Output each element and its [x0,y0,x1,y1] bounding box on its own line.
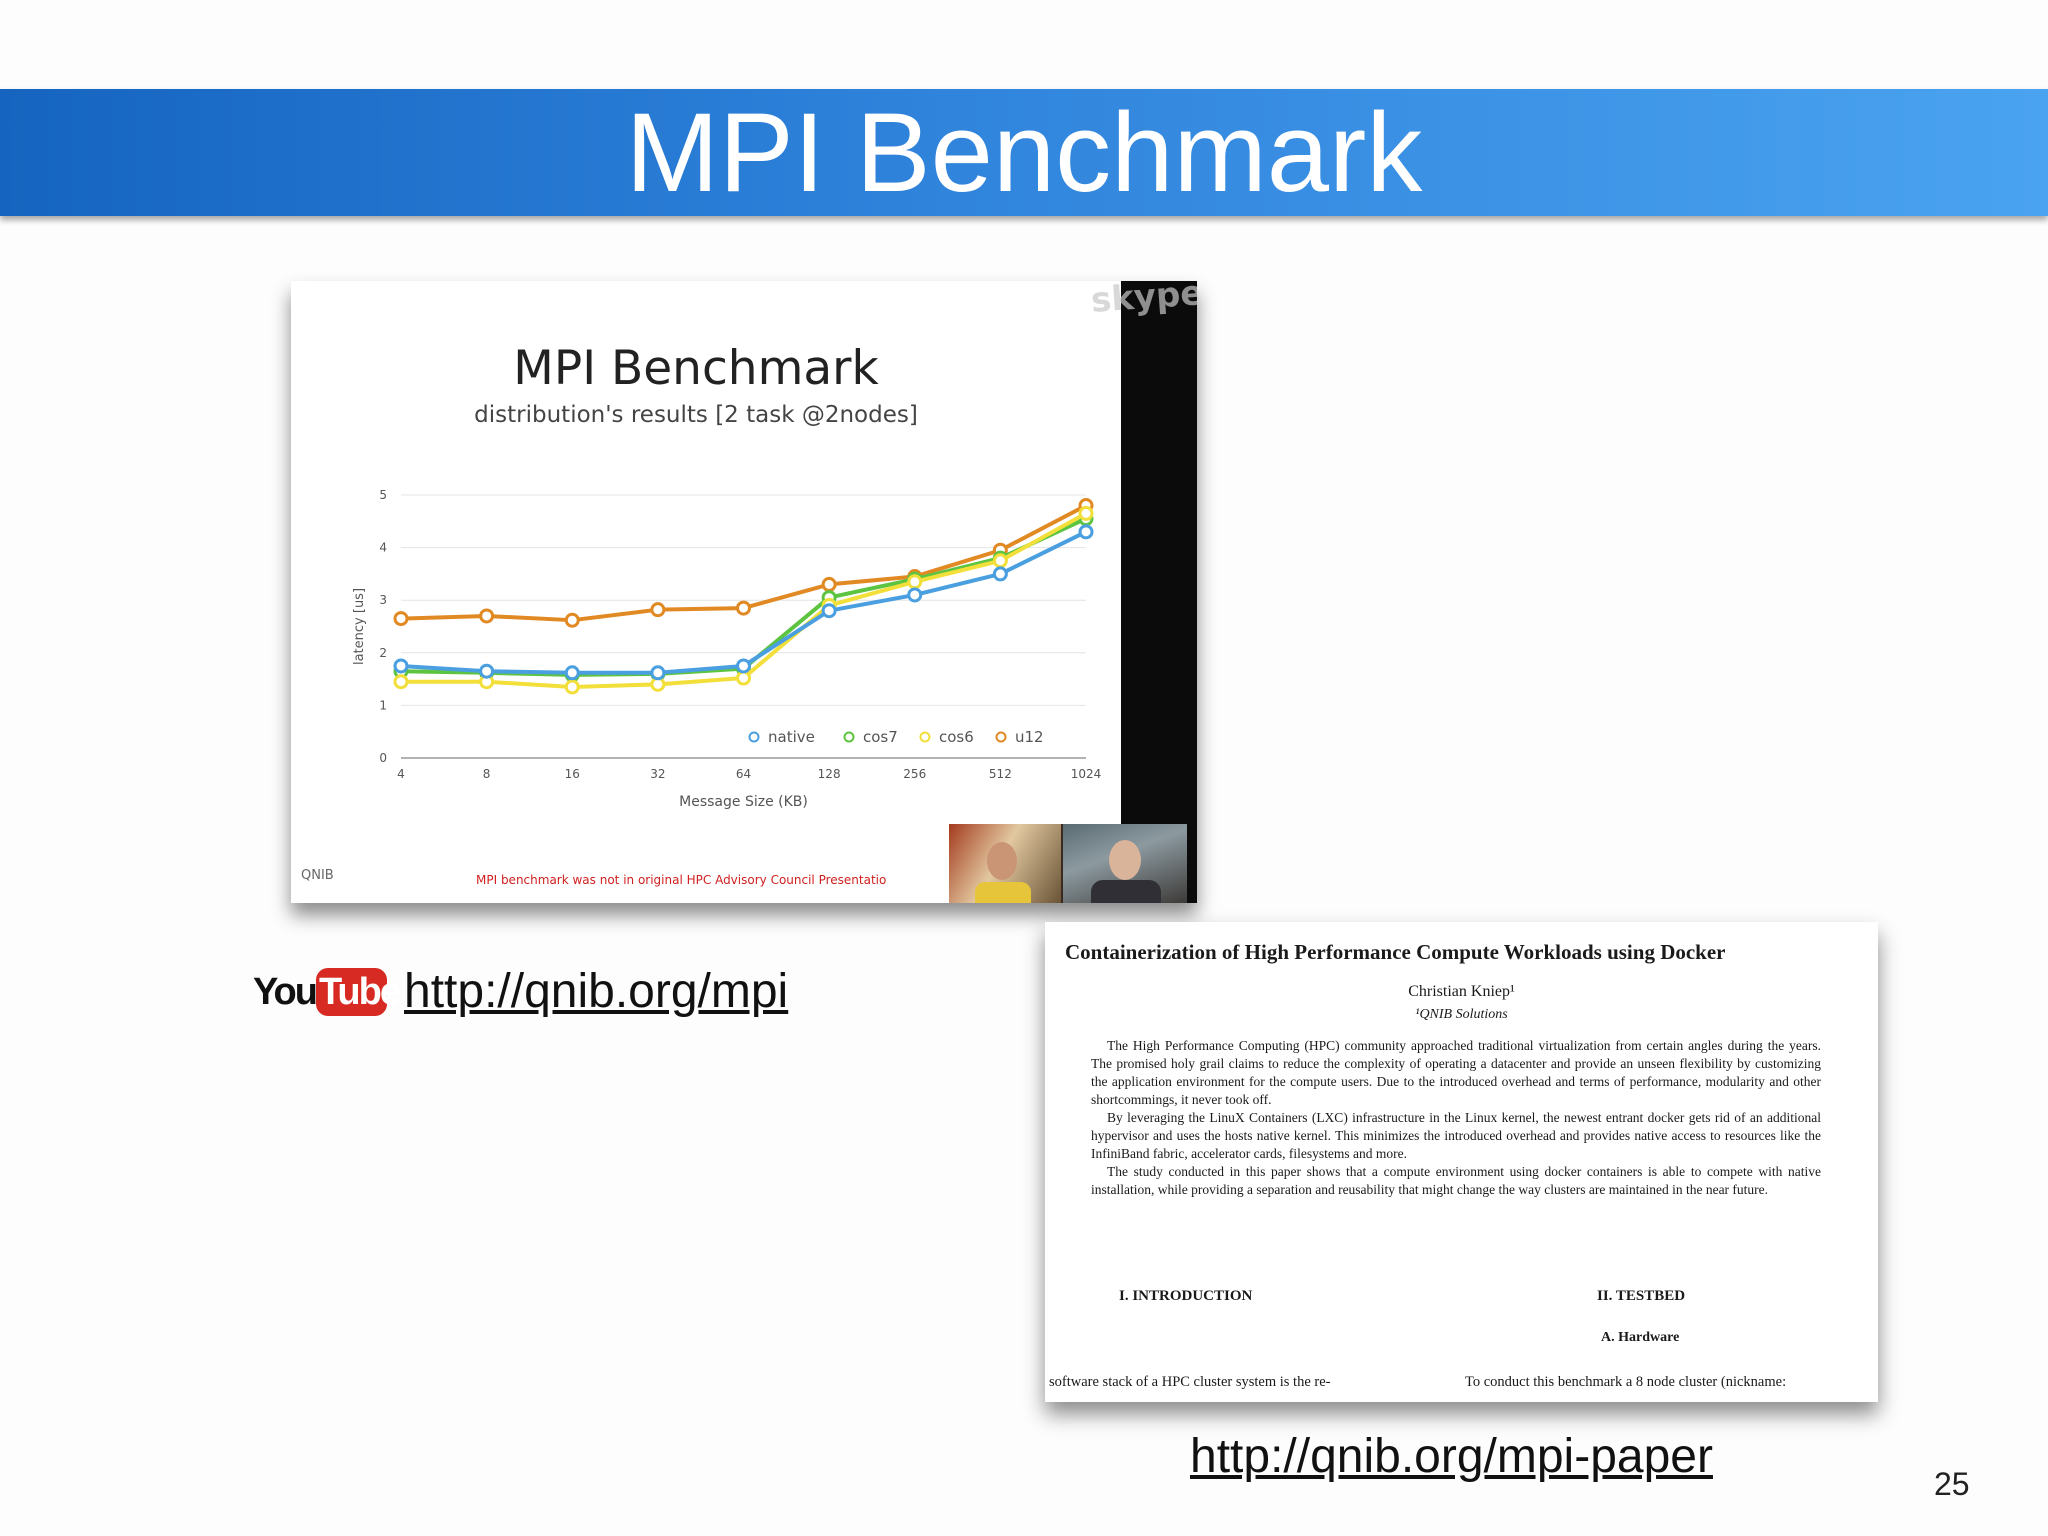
data-point-cos6 [564,679,580,695]
data-point-u12 [821,576,837,592]
data-point-native [821,603,837,619]
series-line-cos7 [400,516,1087,677]
paper-body-right: To conduct this benchmark a 8 node clust… [1465,1374,1787,1390]
data-point-u12 [393,611,409,627]
x-tick-label: 1024 [1071,767,1102,781]
title-bar: MPI Benchmark [0,89,2048,216]
y-tick-label: 2 [379,646,387,660]
video-side-panel [1121,281,1197,903]
embedded-slide-subtitle: distribution's results [2 task @2nodes] [474,402,918,428]
x-tick-label: 16 [565,767,580,781]
data-point-u12 [479,608,495,624]
slide-footnote: MPI benchmark was not in original HPC Ad… [476,873,887,887]
youtube-logo-tube: Tube [319,971,401,1013]
x-tick-label: 8 [483,767,491,781]
video-screenshot[interactable]: MPI Benchmark distribution's results [2 … [291,281,1197,903]
data-point-cos6 [992,553,1008,569]
section-introduction: I. INTRODUCTION [1119,1288,1253,1304]
y-tick-label: 4 [379,541,387,555]
x-tick-label: 128 [818,767,841,781]
paper-abstract: The High Performance Computing (HPC) com… [1091,1037,1821,1199]
data-point-cos6 [736,670,751,686]
data-point-native [907,587,923,603]
y-tick-label: 5 [379,488,387,502]
webcam-presenter-1 [949,824,1061,903]
legend-marker-cos6 [919,731,931,743]
y-tick-label: 1 [379,698,387,712]
page-title: MPI Benchmark [625,90,1423,215]
paper-title: Containerization of High Performance Com… [1065,940,1726,964]
x-axis-label: Message Size (KB) [679,794,808,810]
legend-label-cos6: cos6 [939,728,974,746]
data-point-u12 [564,612,580,628]
legend-marker-cos7 [843,731,855,743]
mpi-video-link[interactable]: http://qnib.org/mpi [404,965,789,1018]
abstract-paragraph: The study conducted in this paper shows … [1091,1164,1821,1197]
x-tick-label: 256 [903,767,926,781]
data-point-u12 [736,600,751,616]
x-tick-label: 32 [650,767,665,781]
data-point-cos6 [1078,505,1094,521]
data-point-u12 [650,602,666,618]
data-point-native [393,658,409,674]
youtube-logo: You Tube [253,966,401,1018]
paper-author: Christian Kniep¹ [1408,983,1515,1000]
y-tick-label: 3 [379,593,387,607]
data-point-native [650,665,666,681]
data-point-native [736,658,751,674]
qnib-logo: QNIB [301,868,334,883]
legend-label-cos7: cos7 [863,728,898,746]
y-axis-label: latency [us] [352,588,367,665]
y-tick-label: 0 [379,751,387,765]
mpi-paper-link[interactable]: http://qnib.org/mpi-paper [1190,1430,1713,1483]
x-tick-label: 4 [397,767,405,781]
legend-marker-native [748,731,760,743]
subsection-hardware: A. Hardware [1601,1330,1680,1345]
data-point-native [1078,524,1094,540]
paper-screenshot[interactable]: Containerization of High Performance Com… [1045,922,1878,1402]
x-tick-label: 64 [736,767,751,781]
data-point-native [564,665,580,681]
page-number: 25 [1934,1466,1970,1502]
data-point-cos6 [907,574,923,590]
latency-line-chart: 0 1 2 3 4 5 4 8 16 32 64 128 256 512 1024 Message Size … [352,488,1102,810]
legend-marker-u12 [995,731,1007,743]
youtube-logo-box [316,968,387,1016]
paper-affiliation: ¹QNIB Solutions [1415,1007,1508,1022]
data-point-native [992,566,1008,582]
data-point-cos6 [393,674,409,690]
embedded-slide-title: MPI Benchmark [513,341,879,396]
abstract-paragraph: By leveraging the LinuX Containers (LXC)… [1091,1110,1821,1161]
legend-label-native: native [768,728,815,746]
webcam-thumbnails [949,824,1187,903]
youtube-logo-you: You [253,971,318,1013]
paper-body-left: software stack of a HPC cluster system i… [1049,1374,1331,1390]
data-point-native [479,663,495,679]
x-tick-label: 512 [989,767,1012,781]
section-testbed: II. TESTBED [1597,1288,1686,1304]
webcam-presenter-2 [1063,824,1187,903]
abstract-paragraph: The High Performance Computing (HPC) com… [1091,1038,1821,1107]
legend-label-u12: u12 [1015,728,1044,746]
